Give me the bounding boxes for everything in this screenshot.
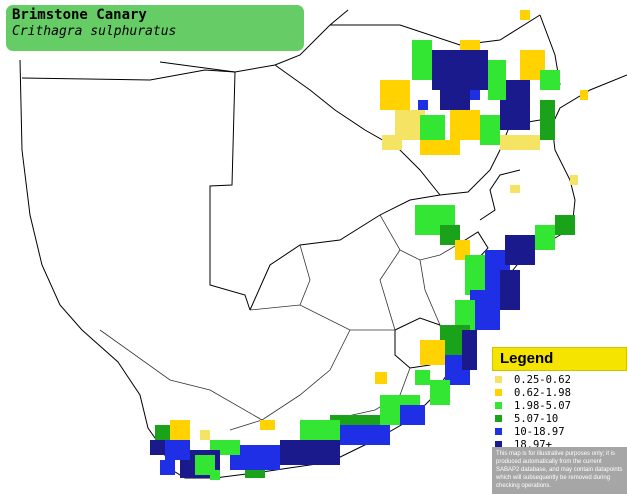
angola-border	[159, 9, 349, 73]
legend-items: 0.25-0.62 0.62-1.98 1.98-5.07 5.07-10 10…	[492, 371, 627, 451]
legend-disclaimer: This map is for illustrative purposes on…	[492, 447, 627, 494]
province-borders	[99, 214, 471, 431]
legend-swatch	[495, 389, 502, 396]
legend-swatch	[495, 415, 502, 422]
legend-item: 0.25-0.62	[495, 373, 627, 386]
legend-label: 1.98-5.07	[514, 399, 571, 412]
legend-label: 10-18.97	[514, 425, 565, 438]
map-legend: Legend 0.25-0.62 0.62-1.98 1.98-5.07 5.0…	[492, 347, 627, 494]
species-title-box: Brimstone Canary Crithagra sulphuratus	[6, 5, 304, 51]
legend-label: 5.07-10	[514, 412, 559, 425]
species-common-name: Brimstone Canary	[12, 7, 147, 23]
botswana-zimbabwe-border	[274, 64, 441, 196]
legend-item: 10-18.97	[495, 425, 627, 438]
species-scientific-name: Crithagra sulphuratus	[12, 24, 177, 39]
legend-label: 0.62-1.98	[514, 386, 571, 399]
legend-label: 0.25-0.62	[514, 373, 571, 386]
legend-swatch	[495, 376, 502, 383]
mozambique-coast	[479, 169, 521, 221]
south-africa-north-border	[249, 149, 501, 311]
zambia-border	[330, 14, 541, 46]
legend-item: 0.62-1.98	[495, 386, 627, 399]
legend-heading: Legend	[492, 347, 627, 371]
legend-swatch	[495, 402, 502, 409]
legend-item: 5.07-10	[495, 412, 627, 425]
legend-swatch	[495, 441, 502, 448]
legend-item: 1.98-5.07	[495, 399, 627, 412]
namibia-botswana-border	[21, 69, 251, 311]
occurrence-cells	[150, 10, 588, 480]
legend-swatch	[495, 428, 502, 435]
